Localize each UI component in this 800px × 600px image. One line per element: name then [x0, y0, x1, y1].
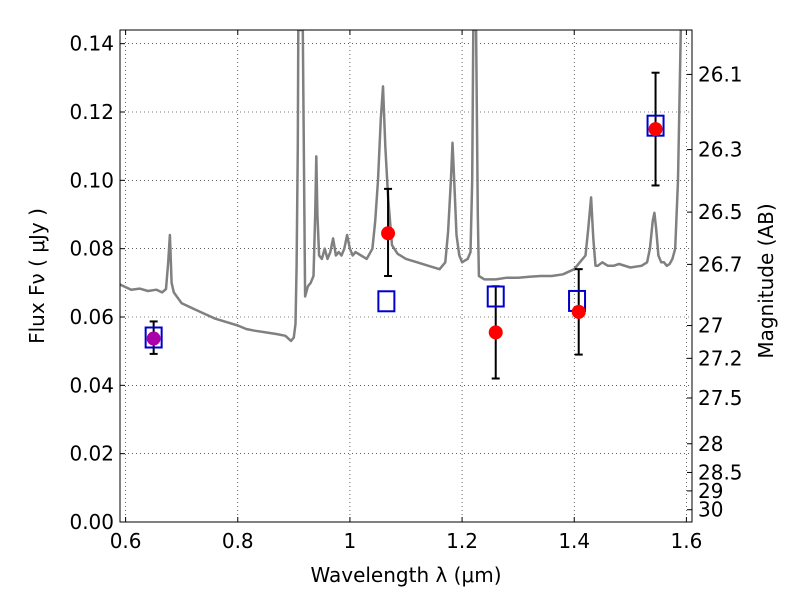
- y-tick-label: 0.00: [69, 510, 114, 534]
- observed-point: [488, 325, 503, 340]
- y-tick-label: 0.14: [69, 32, 114, 56]
- y2-tick-label: 27: [698, 314, 723, 338]
- data-markers: [144, 114, 665, 349]
- y2-tick-label: 30: [698, 498, 723, 522]
- tick-labels: 0.6 0.8 1 1.2 1.4 1.6 0.00 0.02 0.04 0.06 0.08 0.10…: [69, 32, 742, 553]
- y2-tick-label: 26.3: [698, 138, 743, 162]
- observed-point: [571, 304, 586, 319]
- x-axis-label: Wavelength λ (μm): [310, 563, 501, 587]
- model-point-square: [486, 285, 505, 308]
- y2-tick-label: 27.2: [698, 346, 743, 370]
- x-tick-label: 1.4: [558, 529, 590, 553]
- y-tick-label: 0.08: [69, 237, 114, 261]
- y2-tick-label: 26.1: [698, 62, 743, 86]
- y2-axis-label: Magnitude (AB): [754, 203, 778, 358]
- y2-tick-label: 26.5: [698, 200, 743, 224]
- y2-tick-label: 28.5: [698, 460, 743, 484]
- observed-point: [648, 122, 663, 137]
- y-axis-label: Flux Fν ( μJy ): [25, 208, 49, 344]
- y2-tick-label: 26.7: [698, 252, 743, 276]
- model-point-square: [377, 290, 396, 313]
- y2-tick-label: 29: [698, 479, 723, 503]
- axis-ticks: [120, 30, 692, 523]
- x-tick-label: 1.6: [670, 529, 702, 553]
- y2-tick-label: 27.5: [698, 386, 743, 410]
- y-tick-label: 0.04: [69, 373, 114, 397]
- plot-frame: [119, 29, 693, 523]
- y-tick-label: 0.12: [69, 100, 114, 124]
- y-tick-label: 0.10: [69, 168, 114, 192]
- x-tick-label: 1.2: [446, 529, 478, 553]
- x-tick-label: 0.8: [222, 529, 254, 553]
- x-tick-label: 1: [344, 529, 357, 553]
- y-tick-label: 0.02: [69, 442, 114, 466]
- model-point-square: [144, 326, 163, 349]
- observed-point: [381, 226, 396, 241]
- y2-tick-label: 28: [698, 432, 723, 456]
- x-tick-label: 0.6: [110, 529, 142, 553]
- observed-point: [146, 331, 161, 346]
- y-tick-label: 0.06: [69, 305, 114, 329]
